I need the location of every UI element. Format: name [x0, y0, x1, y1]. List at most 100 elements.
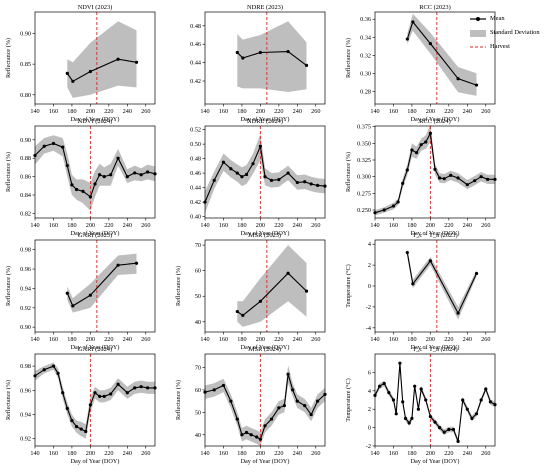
y-tick-label: 0.80 [20, 92, 31, 99]
x-tick-label: 140 [30, 222, 39, 229]
y-tick-label: 0.275 [357, 190, 371, 197]
std-band [35, 135, 155, 211]
y-tick-label: -2 [366, 443, 371, 450]
y-tick-label: 0.44 [190, 185, 201, 192]
mean-point [465, 183, 469, 187]
mean-point [56, 371, 60, 375]
mean-point [470, 416, 474, 420]
mean-point [133, 171, 137, 175]
x-tick-label: 220 [104, 108, 113, 115]
x-tick-label: 180 [67, 108, 76, 115]
mean-point [414, 151, 419, 155]
mean-point [51, 141, 56, 146]
mean-point [442, 177, 446, 181]
mean-point [258, 50, 262, 55]
mean-point [81, 189, 85, 193]
x-tick-label: 200 [256, 336, 265, 343]
x-tick-label: 260 [481, 108, 490, 115]
subplot-0: NDVI (2023) 140 160 180 200 220 240 260 0.80 0.85… [5, 4, 156, 123]
axes-frame [34, 11, 156, 105]
std-band [35, 362, 155, 439]
mean-point [116, 382, 120, 386]
x-axis-label: Day of Year (DOY) [411, 230, 460, 237]
x-tick-label: 220 [274, 222, 283, 229]
mean-point [303, 180, 307, 184]
mean-point [411, 282, 415, 286]
y-axis-label: Reflectance (%) [175, 266, 182, 306]
mean-point [304, 289, 309, 293]
mean-point [416, 407, 420, 411]
mean-point [125, 175, 129, 179]
x-axis-label: Day of Year (DOY) [411, 458, 460, 465]
mean-point [303, 404, 307, 408]
y-tick-label: 40 [195, 319, 201, 326]
mean-point [109, 173, 113, 177]
mean-point [304, 63, 309, 67]
mean-point [277, 406, 281, 410]
mean-point [378, 384, 382, 388]
mean-point [212, 178, 216, 182]
axes-frame [204, 353, 326, 447]
mean-point [391, 204, 396, 208]
mean-point [403, 416, 408, 420]
y-tick-label: 0.96 [20, 266, 31, 273]
y-tick-label: -4 [366, 325, 371, 332]
mean-point [88, 69, 92, 74]
mean-point [461, 398, 465, 402]
x-tick-label: 180 [407, 108, 416, 115]
mean-point [286, 171, 290, 175]
subplot-2: RCC (2023) 140 160 180 200 220 240 260 0.28 0.30 0… [345, 4, 496, 123]
axes-frame [204, 125, 326, 219]
x-tick-label: 200 [256, 450, 265, 457]
mean-point [394, 412, 398, 416]
y-tick-label: 0.84 [20, 192, 31, 199]
x-tick-label: 200 [426, 336, 435, 343]
x-tick-label: 160 [389, 450, 398, 457]
mean-point [98, 394, 102, 398]
y-tick-label: 0.250 [357, 207, 371, 214]
x-tick-label: 260 [141, 108, 150, 115]
mean-point [61, 391, 65, 395]
x-axis-label: Day of Year (DOY) [241, 116, 290, 123]
y-tick-label: 6 [368, 369, 371, 376]
subplot-title: GARI (2024) [78, 346, 112, 353]
mean-point [263, 175, 267, 179]
axes-frame [374, 239, 496, 333]
mean-point [79, 427, 83, 431]
mean-point [125, 391, 129, 395]
x-tick-label: 200 [86, 450, 95, 457]
y-tick-label: 60 [195, 387, 201, 394]
x-tick-label: 220 [104, 450, 113, 457]
x-tick-label: 220 [104, 222, 113, 229]
mean-point [255, 435, 259, 439]
mean-point [65, 406, 69, 411]
mean-point [146, 386, 150, 390]
y-tick-label: 50 [195, 409, 201, 416]
x-axis-label: Day of Year (DOY) [71, 116, 120, 123]
mean-point [146, 170, 150, 174]
x-axis-label: Day of Year (DOY) [241, 458, 290, 465]
y-tick-label: 0.98 [20, 247, 31, 254]
y-tick-label: 0.46 [190, 41, 201, 48]
x-tick-label: 200 [256, 108, 265, 115]
mean-point [316, 399, 320, 403]
mean-point [486, 177, 490, 181]
x-tick-label: 240 [463, 222, 472, 229]
x-tick-label: 260 [311, 108, 320, 115]
x-tick-label: 180 [237, 222, 246, 229]
x-tick-label: 240 [293, 222, 302, 229]
mean-line [374, 363, 496, 442]
legend-std-swatch [470, 30, 486, 37]
mean-point [88, 403, 92, 407]
mean-point [473, 179, 477, 183]
y-tick-label: 0.94 [20, 412, 31, 419]
x-tick-label: 160 [219, 222, 228, 229]
mean-point [410, 148, 414, 152]
mean-point [258, 144, 262, 148]
subplot-4: NDRE (2024) 140 160 180 200 220 240 260 0.40 0.42… [190, 118, 327, 237]
x-axis-label: Day of Year (DOY) [71, 458, 120, 465]
x-tick-label: 160 [389, 222, 398, 229]
x-tick-label: 140 [370, 108, 379, 115]
y-axis-label: Reflectance (%) [5, 380, 12, 420]
mean-point [212, 388, 216, 392]
